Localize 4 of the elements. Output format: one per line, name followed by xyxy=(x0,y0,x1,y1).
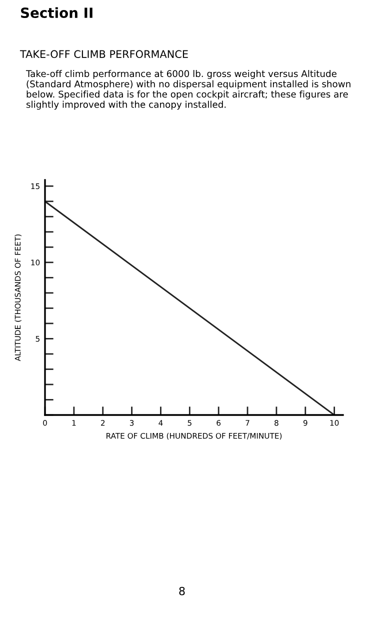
text: Section II xyxy=(20,7,92,18)
chart-title: TAKE-OFF CLIMB PERFORMANCE xyxy=(20,50,188,58)
text: 8 xyxy=(179,586,185,596)
chart-subtitle: Take-off climb performance at 6000 lb. gross weight versus Altitude (Standard Atmosphere) with no dispersal equipment installed is shown below. Specified data is for the open cockpit aircraft; these figures are slightly improved with the canopy installed. xyxy=(26,70,350,110)
